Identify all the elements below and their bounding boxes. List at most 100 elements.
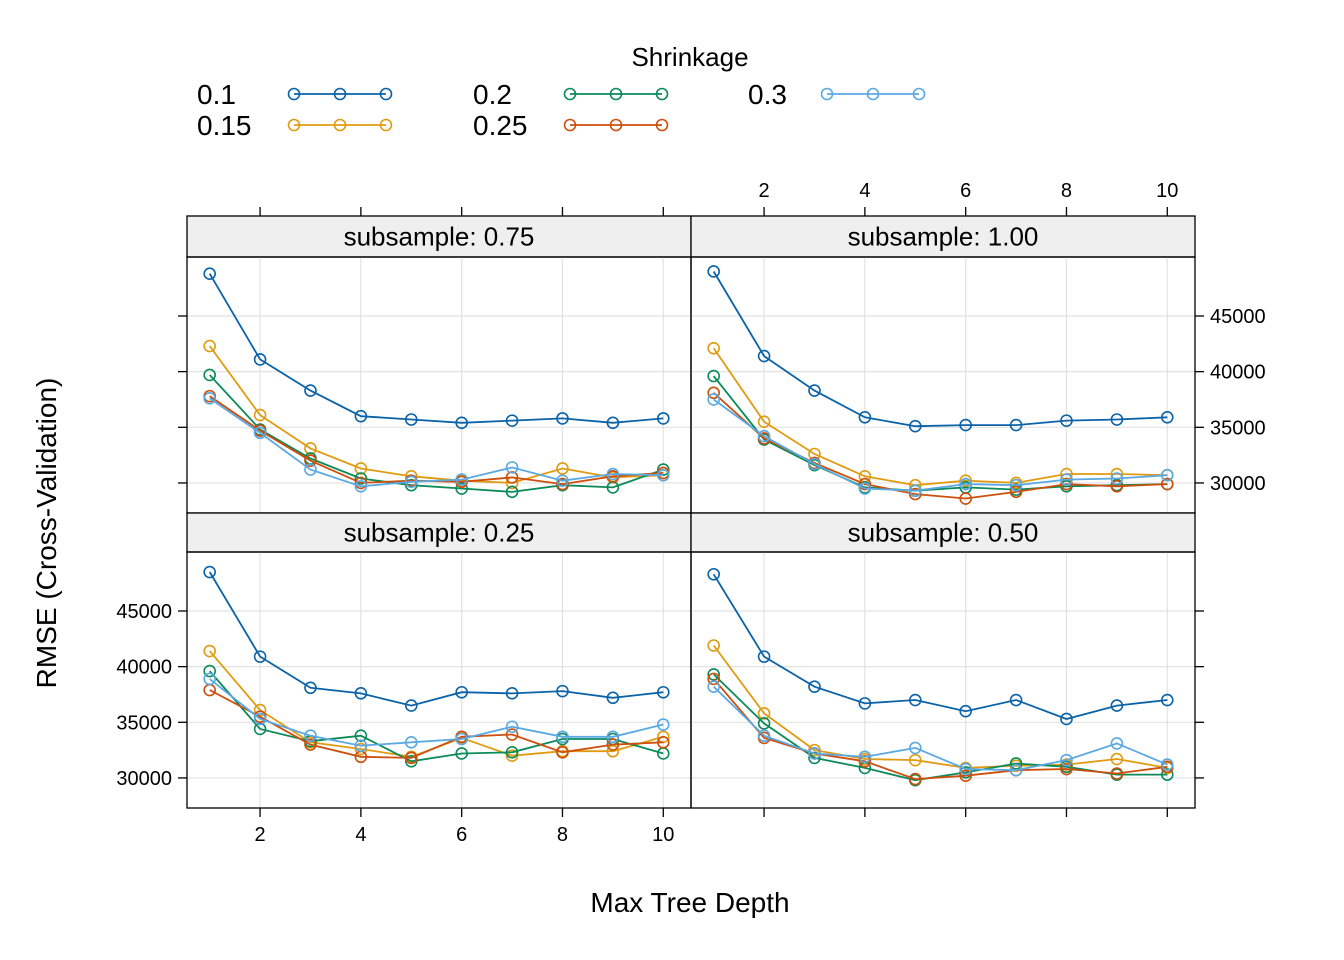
data-point — [505, 746, 519, 759]
data-point — [606, 730, 620, 744]
data-point — [707, 386, 720, 400]
panel-strip-label: subsample: 0.25 — [344, 518, 535, 548]
panel-strip-label: subsample: 0.50 — [848, 518, 1039, 548]
data-point — [505, 471, 519, 484]
legend-marker — [563, 87, 577, 101]
data-point — [908, 772, 922, 786]
data-point — [304, 463, 317, 476]
data-point — [1060, 473, 1073, 486]
data-point — [1060, 712, 1073, 726]
data-point — [757, 729, 771, 742]
data-point — [253, 703, 267, 717]
data-point — [707, 639, 720, 652]
panel-strip-label: subsample: 1.00 — [848, 222, 1039, 252]
data-point — [1160, 468, 1174, 482]
data-point — [959, 418, 972, 432]
data-point — [1110, 752, 1124, 766]
x-tick-label: 8 — [557, 824, 568, 846]
data-point — [203, 664, 216, 678]
y-tick-label: 45000 — [116, 601, 172, 623]
data-point — [808, 747, 821, 760]
data-point — [304, 454, 317, 467]
x-tick-label: 2 — [255, 824, 266, 846]
legend-marker — [609, 87, 623, 101]
legend-item: 0.3 — [748, 79, 926, 110]
data-point — [757, 415, 771, 429]
data-point — [1009, 418, 1023, 432]
panels-layer: subsample: 0.75 subsample: 1.00 subsample:… — [116, 180, 1265, 846]
data-point — [404, 478, 418, 492]
y-tick-label: 30000 — [1210, 473, 1266, 495]
data-point — [505, 749, 519, 762]
data-point — [606, 691, 620, 705]
data-point — [203, 339, 216, 353]
series-line-0.15 — [208, 345, 664, 484]
data-point — [1060, 414, 1073, 427]
data-point — [606, 744, 620, 758]
data-point — [656, 685, 670, 699]
legend: Shrinkage 0.10.15 0.20.25 0.3 — [197, 42, 926, 141]
series-line-0.2 — [209, 670, 664, 763]
y-tick-label: 30000 — [116, 768, 172, 790]
data-point — [858, 697, 872, 710]
data-point — [808, 384, 821, 397]
data-point — [304, 729, 317, 742]
data-point — [404, 754, 418, 768]
data-point — [959, 704, 972, 718]
data-point — [404, 475, 418, 489]
data-point — [404, 751, 418, 765]
series-line-0.1 — [712, 271, 1168, 428]
data-point — [203, 267, 216, 280]
data-point — [656, 412, 670, 425]
data-point — [1009, 485, 1023, 499]
series-line-0.3 — [209, 678, 664, 747]
panel-strip — [186, 512, 692, 553]
data-point — [253, 426, 267, 440]
x-tick-label: 2 — [759, 180, 770, 202]
data-point — [808, 751, 821, 765]
data-point — [505, 414, 519, 427]
data-point — [253, 712, 267, 726]
panel-border — [186, 551, 692, 809]
data-point — [455, 473, 468, 486]
axes: 2 4 6 8 10 2 4 6 8 10 30000 35000 40000 45000 30000 350… — [116, 180, 1265, 846]
data-point — [959, 492, 972, 505]
data-point — [908, 741, 922, 755]
data-point — [606, 738, 620, 751]
legend-marker — [609, 118, 623, 132]
data-point — [404, 413, 418, 426]
data-point — [354, 479, 368, 493]
data-point — [304, 442, 317, 455]
x-tick-label: 4 — [355, 824, 366, 846]
data-point — [757, 707, 771, 720]
data-point — [505, 461, 519, 474]
data-point — [253, 650, 267, 663]
data-point — [304, 738, 317, 751]
data-point — [304, 384, 317, 397]
data-point — [606, 467, 620, 481]
data-point — [203, 672, 216, 686]
series-line-0.2 — [209, 374, 664, 493]
legend-marker — [866, 87, 880, 101]
data-point — [253, 722, 267, 736]
legend-label: 0.1 — [197, 79, 236, 110]
data-point — [1110, 472, 1124, 485]
legend-item: 0.25 — [473, 110, 669, 141]
data-point — [455, 732, 468, 746]
x-tick-label: 10 — [1156, 180, 1178, 202]
data-point — [707, 672, 720, 686]
data-point — [556, 477, 569, 491]
legend-marker — [655, 118, 669, 132]
panel-strip — [186, 215, 692, 258]
data-point — [203, 683, 216, 697]
data-point — [455, 482, 468, 495]
y-tick-label: 40000 — [1210, 362, 1266, 384]
y-tick-label: 45000 — [1210, 306, 1266, 328]
data-point — [203, 392, 216, 405]
data-point — [959, 766, 972, 779]
panel-border — [690, 551, 1196, 809]
data-point — [455, 685, 468, 699]
data-point — [505, 720, 519, 734]
data-point — [1009, 763, 1023, 777]
legend-label: 0.25 — [473, 110, 528, 141]
